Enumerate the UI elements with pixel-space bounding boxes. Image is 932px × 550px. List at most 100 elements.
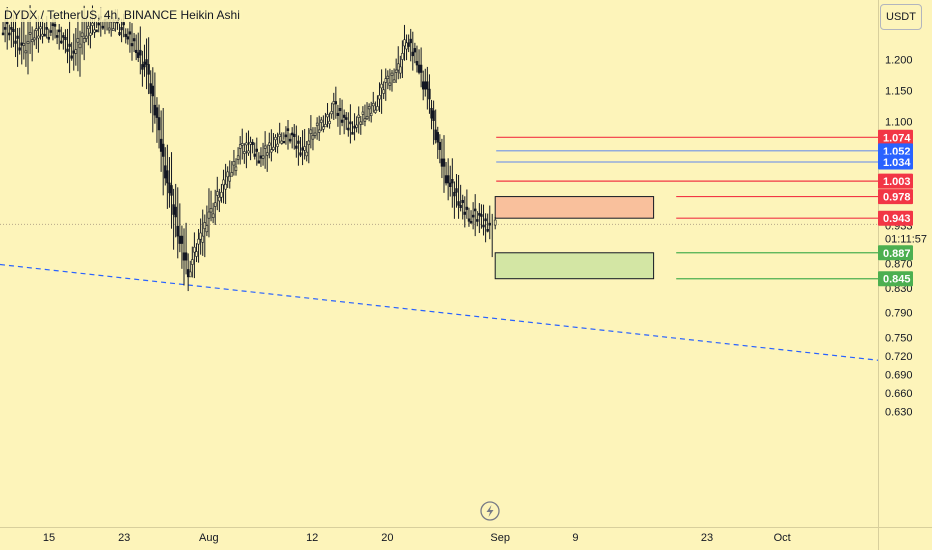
candle-body (236, 155, 240, 160)
candle-body (26, 41, 30, 44)
candle-body (349, 121, 352, 125)
candle-body (326, 114, 329, 118)
candle-body (149, 83, 152, 94)
candle-body (143, 61, 146, 68)
candle-body (130, 43, 134, 47)
candle-body (309, 129, 313, 134)
candle-body (51, 23, 55, 26)
candle-body (182, 252, 186, 261)
candle-body (330, 111, 333, 115)
candle-body (132, 38, 136, 42)
y-tick-label: 0.790 (885, 308, 913, 320)
candle-body (238, 144, 242, 149)
candle-body (1, 32, 5, 36)
level-lines (496, 136, 878, 280)
candle-body (8, 32, 11, 36)
level-badge-label: 0.887 (883, 248, 911, 260)
trendline-line (0, 263, 879, 361)
candle-body (151, 85, 154, 97)
candle-body (403, 39, 406, 47)
candle-body (12, 28, 15, 33)
candle-body (203, 222, 206, 229)
candle-body (453, 191, 456, 197)
candle-body (30, 39, 34, 43)
trendline (0, 263, 879, 361)
candle-body (334, 101, 338, 105)
candle-body (243, 151, 246, 154)
candle-body (14, 40, 17, 44)
candle-body (199, 232, 202, 240)
candle-body (74, 49, 78, 54)
level-badge (878, 173, 913, 189)
candle-body (442, 158, 446, 167)
candle-body (301, 147, 304, 151)
candle-body (101, 25, 105, 29)
candle-body (369, 112, 373, 116)
y-tick-label: 1.100 (885, 116, 913, 128)
candle-body (164, 165, 167, 179)
candle-body (232, 161, 236, 166)
currency-button[interactable]: USDT (880, 4, 922, 30)
candle-body (415, 61, 419, 66)
candle-body (444, 175, 448, 184)
candle-body (397, 63, 400, 71)
candle-body (424, 81, 427, 90)
candle-body (3, 27, 7, 30)
candle-body (417, 64, 421, 73)
candle-body (290, 132, 294, 136)
candle-body (153, 104, 157, 116)
candle-body (124, 33, 127, 37)
candle-body (278, 133, 281, 137)
candle-body (53, 24, 57, 27)
candle-body (493, 219, 497, 226)
candle-body (186, 269, 190, 278)
candle-body (432, 110, 435, 121)
candle-body (6, 21, 9, 25)
candle-body (382, 89, 385, 94)
candle-body (463, 211, 466, 215)
candle-body (224, 183, 227, 190)
lightning-icon[interactable] (480, 501, 500, 521)
candle-body (419, 64, 423, 73)
y-tick-label: 0.690 (885, 369, 913, 381)
candle-body (482, 224, 485, 228)
candle-body (126, 36, 130, 40)
candle-body (87, 25, 90, 29)
candle-body (28, 32, 32, 35)
candle-body (363, 118, 367, 122)
y-tick-label: 0.750 (885, 332, 913, 344)
candle-body (209, 208, 213, 213)
candle-body (137, 52, 140, 58)
candle-body (234, 166, 238, 171)
time-axis[interactable]: 15 23 Aug 12 20 Sep 9 23 Oct (0, 501, 932, 544)
candle-body (255, 148, 258, 152)
candle-body (207, 211, 211, 219)
candle-body (347, 127, 350, 131)
zone-box (494, 252, 655, 280)
candle-body (66, 48, 69, 52)
candle-body (178, 235, 182, 244)
level-badge-label: 0.845 (883, 274, 911, 286)
candle-body (197, 238, 200, 245)
candle-body (293, 133, 296, 137)
candle-body (141, 64, 144, 70)
candle-body (284, 134, 288, 138)
candle-body (91, 22, 94, 26)
candle-body (20, 42, 23, 46)
candle-body (355, 124, 358, 128)
candle-body (157, 117, 161, 131)
candle-body (230, 172, 234, 177)
level-badge (878, 154, 913, 170)
candle-body (70, 55, 73, 59)
candle-body (85, 35, 88, 39)
y-tick-label: 0.720 (885, 351, 913, 363)
candle-body (122, 22, 125, 26)
candle-body (471, 214, 475, 218)
candle-body (288, 138, 292, 142)
level-badge (878, 210, 913, 226)
candle-body (211, 213, 215, 218)
candle-body (484, 218, 487, 222)
candle-body (376, 106, 379, 111)
